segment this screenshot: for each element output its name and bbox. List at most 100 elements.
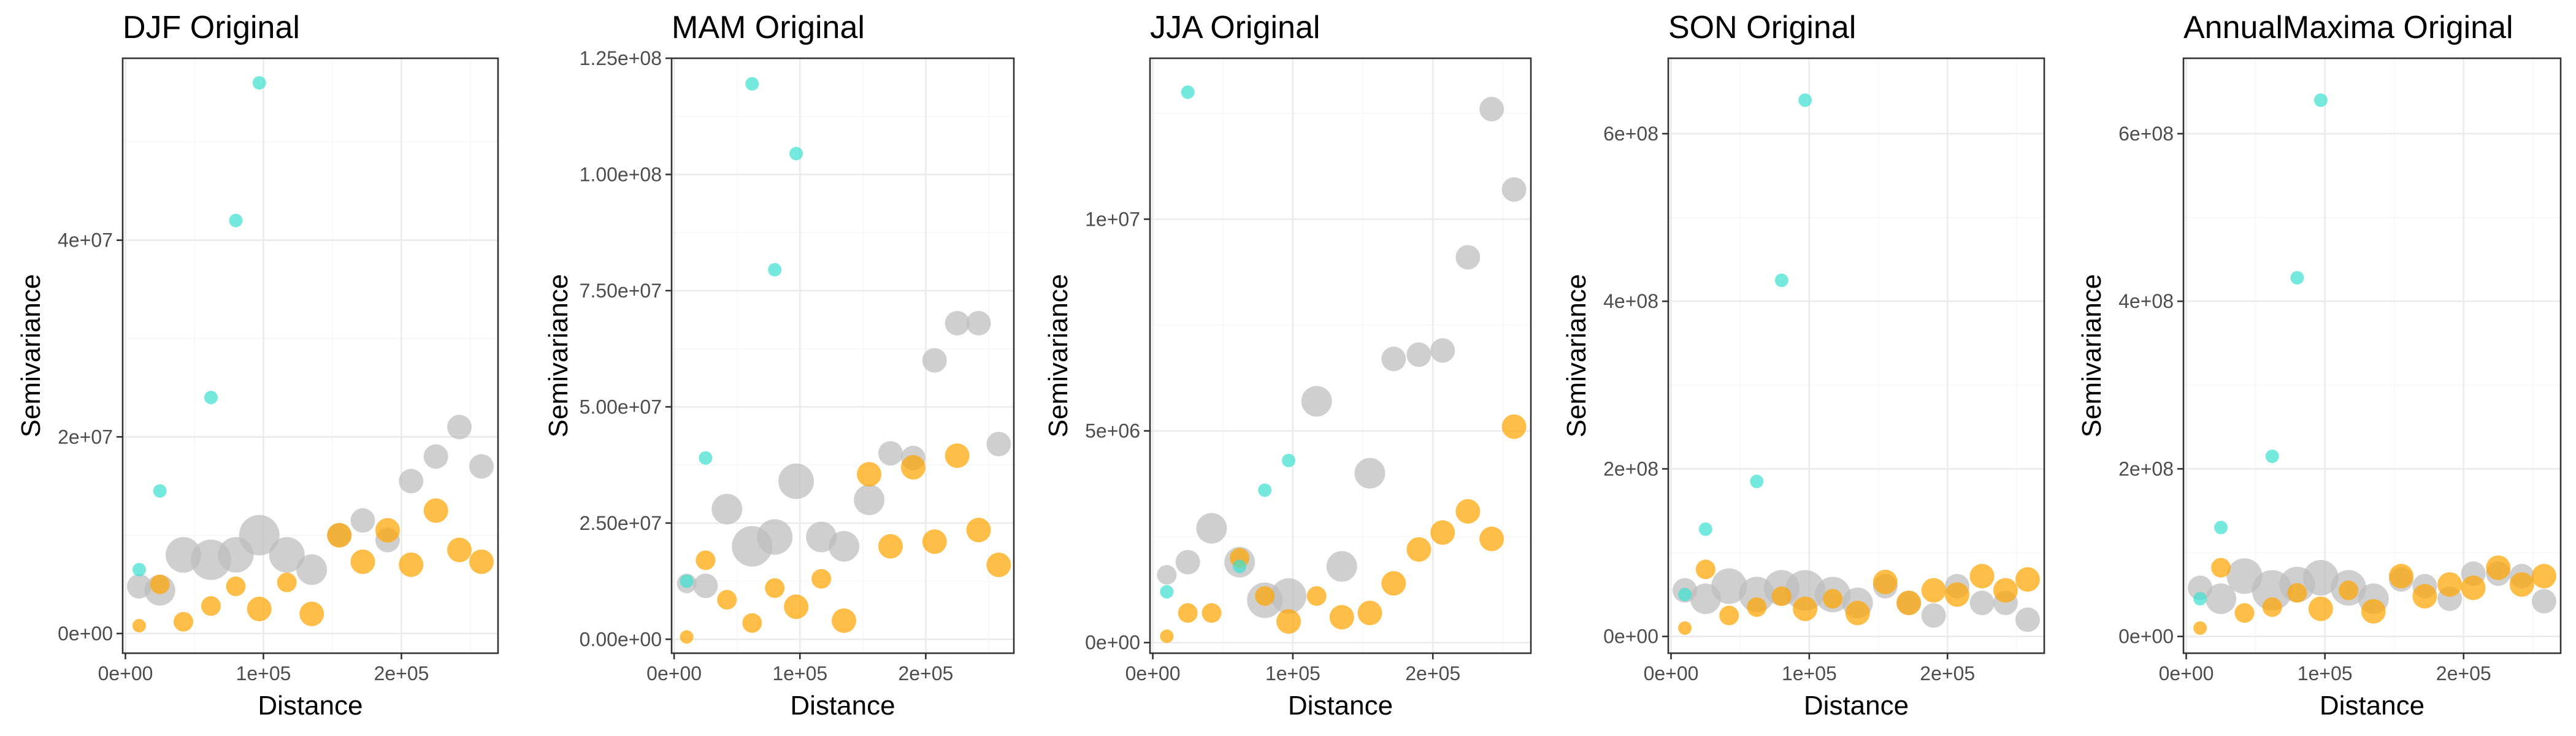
data-point-orange [1969, 564, 1995, 589]
panel-border [1667, 57, 2045, 654]
data-point-orange [1329, 605, 1354, 630]
panel-border [1149, 57, 1532, 654]
data-point-grey [2015, 607, 2040, 632]
data-point-orange [375, 518, 400, 543]
data-point-orange [1921, 578, 1946, 603]
data-point-cyan [153, 484, 167, 498]
data-point-orange [1381, 571, 1406, 596]
y-tick-label: 0e+00 [1603, 626, 1658, 648]
x-tick-label: 0e+00 [1644, 662, 1699, 684]
data-point-orange [1823, 589, 1843, 609]
data-point-cyan [1698, 522, 1712, 536]
data-point-orange [2486, 555, 2511, 580]
y-axis-title: Semivariance [1562, 274, 1592, 438]
y-tick-label: 4e+07 [58, 229, 113, 251]
data-point-cyan [2214, 521, 2228, 535]
data-point-grey [1969, 591, 1995, 616]
data-point-grey [2188, 575, 2213, 600]
y-tick-label: 1.00e+08 [580, 163, 662, 185]
panel-border [2182, 57, 2562, 654]
data-point-cyan [680, 574, 694, 588]
y-tick-label: 0.00e+00 [580, 628, 662, 650]
x-tick-label: 1e+05 [772, 662, 827, 684]
data-point-grey [1175, 550, 1200, 575]
y-tick-label: 2e+08 [2118, 458, 2174, 480]
plot-background [672, 58, 1014, 653]
data-point-orange [2388, 564, 2413, 589]
data-point-cyan [745, 77, 759, 91]
x-axis-title: Distance [258, 691, 362, 721]
data-point-orange [277, 572, 297, 592]
y-tick-label: 6e+08 [1603, 123, 1658, 145]
data-point-orange [2015, 567, 2040, 592]
y-axis-title: Semivariance [543, 274, 573, 438]
data-point-orange [1845, 600, 1870, 626]
panel-title: MAM Original [672, 10, 865, 45]
panel-title: AnnualMaxima Original [2183, 10, 2513, 45]
data-point-cyan [1678, 588, 1692, 602]
panel-title: JJA Original [1150, 10, 1320, 45]
data-point-orange [1678, 621, 1692, 635]
data-point-cyan [1233, 559, 1247, 573]
data-point-orange [900, 454, 926, 480]
data-point-orange [878, 534, 903, 559]
data-point-orange [1896, 591, 1922, 616]
panel-1: 0e+00 1e+05 2e+05 0e+00 2e+07 4e+07 DJF Origin… [16, 10, 499, 721]
data-point-cyan [1798, 93, 1812, 107]
data-point-grey [1785, 570, 1826, 611]
data-point-orange [2461, 575, 2486, 600]
y-tick-label: 1e+07 [1085, 208, 1140, 230]
y-tick-label: 5.00e+07 [580, 396, 662, 418]
panel-4: 0e+00 1e+05 2e+05 0e+00 2e+08 4e+08 6e+08 SON O… [1562, 10, 2045, 721]
data-point-orange [132, 619, 146, 633]
data-point-orange [1501, 414, 1527, 439]
data-point-cyan [699, 451, 713, 465]
data-point-orange [299, 601, 324, 626]
data-point-orange [2531, 564, 2556, 589]
data-point-orange [1202, 603, 1222, 623]
data-point-orange [717, 589, 737, 610]
data-point-orange [1406, 537, 1432, 562]
data-point-cyan [1258, 483, 1272, 497]
data-point-grey [757, 519, 793, 555]
data-point-orange [1160, 629, 1174, 643]
data-point-orange [1178, 603, 1198, 623]
x-tick-label: 2e+05 [898, 662, 953, 684]
x-tick-label: 1e+05 [1265, 662, 1321, 684]
data-point-cyan [1160, 585, 1174, 599]
data-point-cyan [1750, 474, 1764, 488]
data-point-grey [2531, 589, 2556, 614]
data-point-orange [2509, 572, 2534, 597]
data-point-grey [854, 484, 885, 515]
x-axis-title: Distance [2320, 691, 2425, 721]
y-tick-label: 0e+00 [2118, 626, 2174, 648]
data-point-cyan [768, 263, 782, 277]
data-point-orange [832, 608, 857, 633]
data-point-grey [296, 554, 328, 585]
data-point-grey [922, 348, 947, 373]
panel-2: 0e+00 1e+05 2e+05 0.00e+00 2.50e+07 5.00e+07 7… [543, 10, 1015, 721]
data-point-grey [350, 508, 375, 533]
data-point-grey [1430, 338, 1455, 363]
data-point-orange [922, 529, 947, 554]
x-tick-label: 2e+05 [2436, 662, 2491, 684]
y-axis-title: Semivariance [16, 274, 46, 438]
panel-3: 0e+00 1e+05 2e+05 0e+00 5e+06 1e+07 JJA Origin… [1043, 10, 1532, 721]
data-point-orange [986, 553, 1011, 578]
data-point-orange [2412, 584, 2437, 609]
data-point-orange [1430, 520, 1455, 545]
data-point-grey [2302, 560, 2339, 596]
data-point-grey [1711, 568, 1747, 604]
data-point-grey [778, 463, 815, 499]
data-point-orange [1945, 582, 1970, 607]
data-point-orange [1771, 586, 1792, 607]
data-point-orange [2193, 621, 2207, 635]
data-point-cyan [2313, 93, 2328, 107]
data-point-cyan [229, 213, 243, 228]
data-point-orange [150, 574, 170, 594]
panel-border [121, 57, 499, 654]
data-point-cyan [252, 76, 266, 90]
data-point-grey [2206, 583, 2237, 615]
data-point-orange [399, 552, 424, 577]
panel-title: SON Original [1668, 10, 1856, 45]
